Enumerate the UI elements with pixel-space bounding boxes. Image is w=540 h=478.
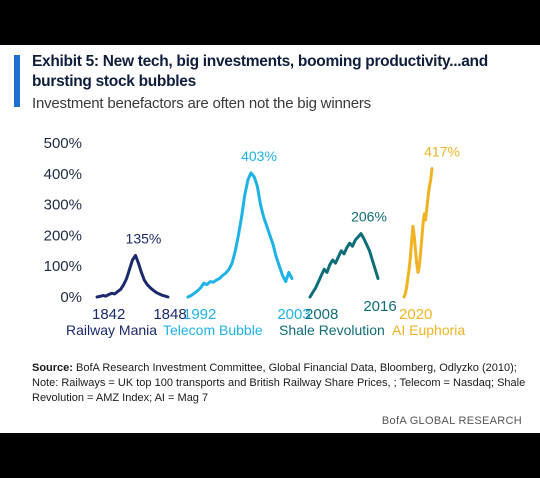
y-tick-label: 400%	[44, 166, 82, 183]
start-year-railway: 1842	[92, 306, 125, 323]
brand-label: BofA GLOBAL RESEARCH	[381, 415, 522, 427]
exhibit-card: Exhibit 5: New tech, big investments, bo…	[0, 45, 540, 433]
y-tick-label: 100%	[44, 258, 82, 275]
y-tick-label: 500%	[44, 135, 82, 152]
y-tick-label: 0%	[60, 289, 82, 306]
source-text: BofA Research Investment Committee, Glob…	[32, 362, 526, 404]
start-year-ai: 2020	[399, 306, 432, 323]
peak-label-telecom: 403%	[241, 148, 277, 164]
series-line-ai	[402, 167, 434, 299]
legend-item-telecom: Telecom Bubble	[163, 322, 263, 338]
legend-item-shale: Shale Revolution	[279, 322, 385, 338]
start-year-shale: 2008	[305, 306, 338, 323]
accent-bar	[14, 55, 20, 107]
peak-label-shale: 206%	[351, 209, 387, 225]
y-tick-label: 300%	[44, 197, 82, 214]
y-tick-label: 200%	[44, 227, 82, 244]
peak-label-ai: 417%	[424, 144, 460, 160]
legend-item-railway: Railway Mania	[66, 322, 158, 338]
peak-label-railway: 135%	[126, 230, 162, 246]
end-year-telecom: 2003	[277, 306, 310, 323]
line-chart: 0% 100% 200% 300% 400% 500% 135% 1842 1848 403% 19…	[44, 135, 460, 323]
series-line-telecom	[186, 171, 294, 299]
source-label: Source:	[32, 362, 73, 374]
series-line-shale	[308, 232, 380, 299]
source-notes: Source: BofA Research Investment Committ…	[32, 361, 532, 406]
end-year-railway: 1848	[153, 306, 186, 323]
end-year-shale: 2016	[363, 298, 396, 315]
legend-item-ai: AI Euphoria	[392, 322, 466, 338]
chart-subtitle: Investment benefactors are often not the…	[32, 95, 371, 112]
start-year-telecom: 1992	[183, 306, 216, 323]
chart-title: Exhibit 5: New tech, big investments, bo…	[32, 53, 488, 90]
series-line-railway	[95, 253, 170, 299]
